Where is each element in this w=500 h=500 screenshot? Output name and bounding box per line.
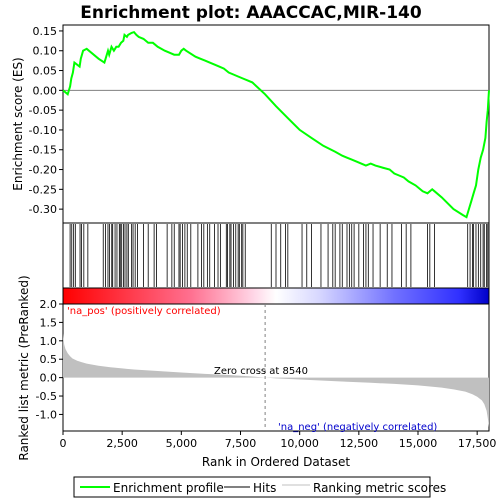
x-tick-label: 5,000 <box>166 437 198 450</box>
x-tick-label: 15,000 <box>399 437 438 450</box>
metric-panel-frame <box>62 303 490 432</box>
es-ylabel: Enrichment score (ES) <box>11 57 25 190</box>
es-ytick-label: 0.00 <box>33 84 58 97</box>
es-ytick-label: 0.10 <box>33 45 58 58</box>
x-axis-label: Rank in Ordered Dataset <box>202 455 350 469</box>
metric-ylabel: Ranked list metric (PreRanked) <box>17 275 31 460</box>
ranking-metric-area <box>63 333 489 428</box>
legend-hits-label: Hits <box>253 481 276 495</box>
neg-annotation: 'na_neg' (negatively correlated) <box>278 422 437 433</box>
x-tick-label: 17,500 <box>458 437 497 450</box>
es-ytick-label: -0.15 <box>29 144 57 157</box>
legend-metric-label: Ranking metric scores <box>313 481 446 495</box>
chart-title: Enrichment plot: AAACCAC,MIR-140 <box>80 3 422 23</box>
legend: Enrichment profile Hits Ranking metric s… <box>73 476 446 498</box>
es-ytick-label: -0.25 <box>29 183 57 196</box>
es-ytick-label: -0.20 <box>29 164 57 177</box>
zero-cross-annotation: Zero cross at 8540 <box>214 366 308 377</box>
enrichment-profile-line <box>62 30 490 219</box>
legend-frame <box>73 476 431 498</box>
x-tick-label: 10,000 <box>280 437 319 450</box>
es-ytick-label: -0.05 <box>29 104 57 117</box>
metric-ytick-label: 2.0 <box>40 298 58 311</box>
es-ytick-label: 0.05 <box>33 65 58 78</box>
x-tick-label: 12,500 <box>340 437 379 450</box>
hits-panel <box>62 222 490 305</box>
x-tick-label: 2,500 <box>106 437 138 450</box>
es-ytick-label: -0.10 <box>29 124 57 137</box>
metric-ytick-label: 1.0 <box>40 335 58 348</box>
metric-panel: 2.0 1.5 1.0 0.5 0.0 -0.5 -1.0 'na_pos' (positi… <box>36 298 490 433</box>
metric-ytick-label: 1.5 <box>40 316 58 329</box>
es-panel: 0.15 0.10 0.05 0.00 -0.05 -0.10 -0.15 -0.20 -0.2… <box>29 24 490 224</box>
ranking-color-bar <box>62 287 490 305</box>
es-ytick-label: -0.30 <box>29 203 57 216</box>
pos-annotation: 'na_pos' (positively correlated) <box>67 306 221 317</box>
metric-ytick-label: -1.0 <box>36 408 57 421</box>
metric-ytick-label: 0.0 <box>40 372 58 385</box>
es-panel-frame <box>62 24 490 224</box>
metric-ytick-label: 0.5 <box>40 353 58 366</box>
legend-enrichment-label: Enrichment profile <box>113 481 224 495</box>
x-tick-label: 7,500 <box>225 437 257 450</box>
x-tick-label: 0 <box>60 437 67 450</box>
es-ytick-label: 0.15 <box>33 25 58 38</box>
metric-ytick-label: -0.5 <box>36 390 57 403</box>
